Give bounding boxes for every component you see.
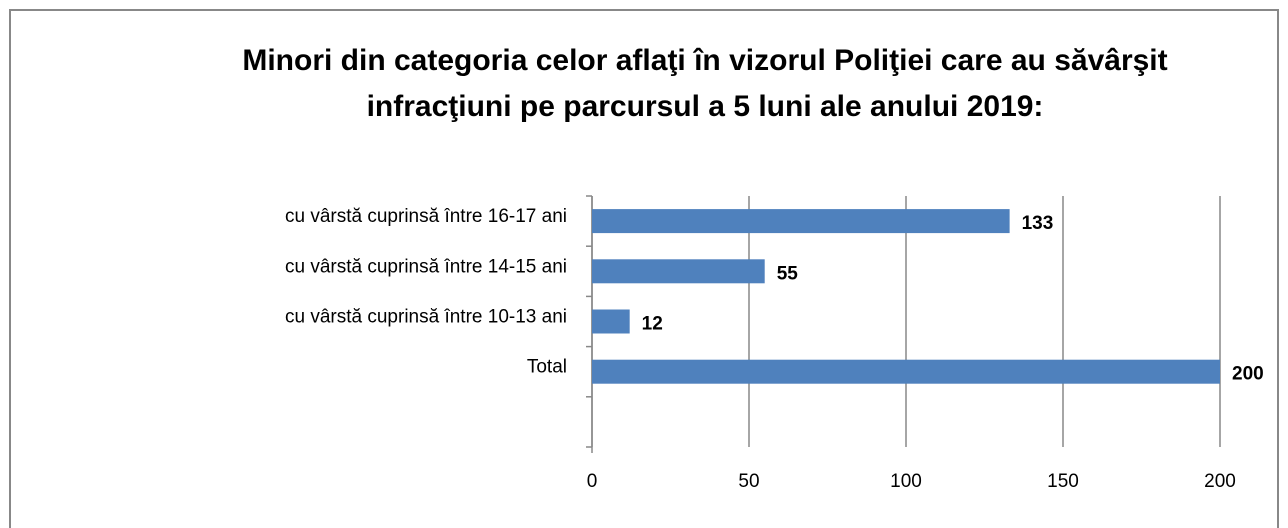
- x-tick-label: 150: [1047, 471, 1079, 492]
- y-tick-label: cu vârstă cuprinsă între 16-17 ani: [285, 206, 567, 227]
- y-tick-label: Total: [527, 357, 567, 378]
- x-tick-label: 50: [738, 471, 759, 492]
- bar: [592, 209, 1010, 234]
- data-label: 200: [1232, 364, 1264, 385]
- x-tick-label: 100: [890, 471, 922, 492]
- x-tick-label: 0: [587, 471, 598, 492]
- y-tick-label: cu vârstă cuprinsă între 14-15 ani: [285, 256, 567, 277]
- bar: [592, 309, 630, 334]
- data-label: 12: [642, 314, 663, 335]
- x-tick-label: 200: [1204, 471, 1236, 492]
- bar: [592, 259, 765, 284]
- bar: [592, 359, 1220, 384]
- chart-title: Minori din categoria celor aflaţi în viz…: [242, 44, 1168, 123]
- y-tick-label: cu vârstă cuprinsă între 10-13 ani: [285, 307, 567, 328]
- data-label: 55: [777, 263, 799, 284]
- data-label: 133: [1022, 213, 1054, 234]
- chart-border: [9, 9, 1279, 528]
